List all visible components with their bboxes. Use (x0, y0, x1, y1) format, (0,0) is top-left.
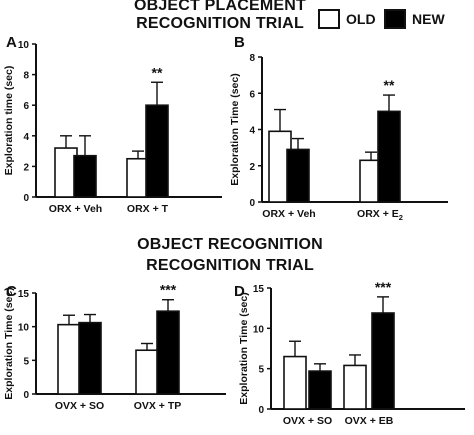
panel-c-ytick-label: 10 (18, 323, 30, 334)
panel-d-category-label: OVX + SO (283, 415, 332, 427)
panel-b-ytick-label: 2 (249, 162, 255, 173)
panel-a-ylabel: Exploration time (sec) (3, 66, 15, 176)
bottom-heading-line2: RECOGNITION TRIAL (146, 257, 314, 274)
panel-a-ytick-label: 2 (23, 162, 29, 173)
panel-b-category-label: ORX + E2 (357, 208, 403, 222)
panel-d-ytick-label: 10 (253, 324, 265, 335)
panel-c-ytick-label: 15 (18, 289, 30, 300)
panel-c-bar-old (57, 323, 81, 395)
panel-c-ytick-label: 0 (23, 390, 29, 401)
panel-d-ytick-label: 15 (253, 284, 265, 295)
panel-a-letter: A (6, 34, 17, 51)
panel-a-category-label: ORX + Veh (49, 203, 102, 215)
panel-d-ytick-label: 5 (258, 365, 264, 376)
panel-a-ytick-label: 0 (23, 193, 29, 204)
panel-d-bar-new (308, 370, 332, 410)
panel-b-ytick-label: 0 (249, 198, 255, 209)
panel-b-ytick-label: 6 (249, 89, 255, 100)
legend-old: OLD (318, 9, 376, 29)
panel-c-category-label: OVX + SO (55, 400, 104, 412)
panel-a-ytick-label: 4 (23, 132, 29, 143)
legend-old-swatch (318, 9, 340, 29)
panel-d-bar-new (371, 312, 395, 410)
panel-d-category-label: OVX + EB (345, 415, 394, 427)
panel-b-bar-new (377, 110, 401, 203)
panel-a-ytick-label: 6 (23, 101, 29, 112)
panel-b-category-label: ORX + Veh (262, 208, 315, 220)
panel-b-letter: B (234, 34, 245, 51)
panel-c-letter: C (6, 283, 17, 300)
panel-c-bar-new (156, 310, 180, 395)
panel-a-bar-new (145, 104, 169, 198)
panel-a-significance: ** (152, 64, 163, 80)
panel-d-letter: D (234, 283, 245, 300)
panel-a-category-label: ORX + T (127, 203, 169, 215)
panel-d-bar-old (283, 355, 307, 410)
legend-new-label: NEW (412, 11, 445, 27)
panel-c-bar-new (78, 321, 102, 395)
panel-c-ylabel: Exploration Time (sec) (3, 287, 15, 399)
panel-d-ytick-label: 0 (258, 405, 264, 416)
panel-a-ytick-label: 10 (18, 40, 30, 51)
panel-d-ylabel: Exploration Time (sec) (238, 292, 250, 404)
panel-c-category-label: OVX + TP (134, 400, 182, 412)
panel-b-ytick-label: 4 (249, 126, 255, 137)
legend-new-swatch (384, 9, 406, 29)
panel-b-bar-new (286, 148, 310, 203)
bottom-heading-line1: OBJECT RECOGNITION (137, 236, 323, 253)
panel-a-bar-new (73, 154, 97, 198)
panel-c-bar-old (135, 349, 159, 395)
panel-b-ytick-label: 8 (249, 53, 255, 64)
panel-c-ytick-label: 5 (23, 356, 29, 367)
panel-c-significance: *** (160, 282, 177, 298)
top-heading-line2: RECOGNITION TRIAL (136, 15, 304, 32)
panel-d-significance: *** (375, 279, 392, 295)
legend-new: NEW (384, 9, 445, 29)
legend-old-label: OLD (346, 11, 376, 27)
top-heading-line1: OBJECT PLACEMENT (133, 0, 307, 14)
panel-b-significance: ** (384, 77, 395, 93)
panel-a-ytick-label: 8 (23, 71, 29, 82)
panel-d-bar-old (343, 364, 367, 410)
panel-b-ylabel: Exploration Time (sec) (229, 73, 241, 185)
